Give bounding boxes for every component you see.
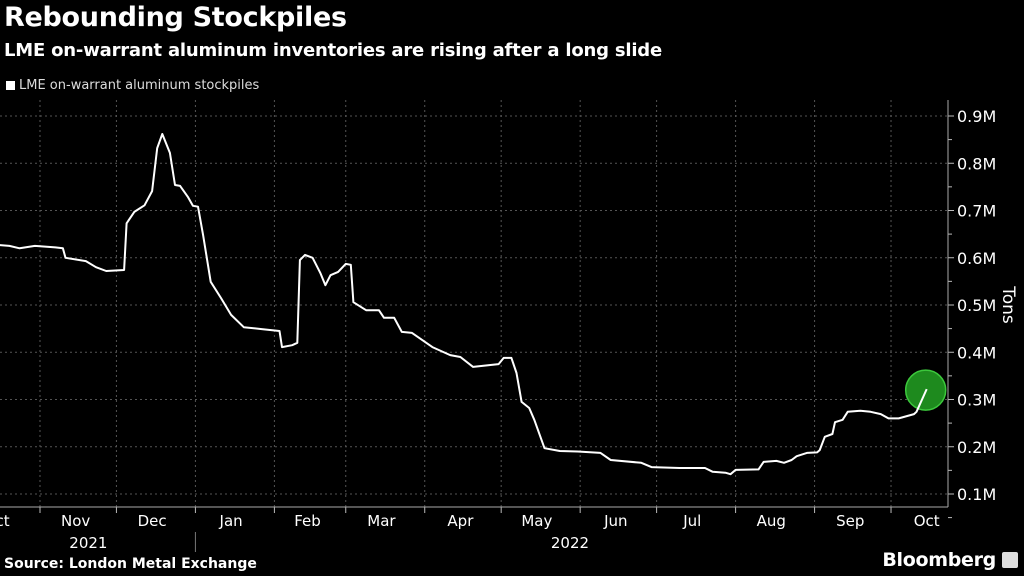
x-tick-label: Oct xyxy=(914,512,940,530)
x-tick-label: Mar xyxy=(367,512,396,530)
x-tick-label: Oct xyxy=(0,512,10,530)
y-tick-label: 0.1M xyxy=(957,485,996,504)
x-tick-label: Feb xyxy=(294,512,321,530)
x-tick-label: Nov xyxy=(61,512,90,530)
y-tick-label: 0.6M xyxy=(957,249,996,268)
x-tick-label: Jan xyxy=(219,512,243,530)
source-note: Source: London Metal Exchange xyxy=(4,556,257,572)
legend-swatch xyxy=(6,81,15,90)
chart-subtitle: LME on-warrant aluminum inventories are … xyxy=(4,40,663,61)
series-line-stockpiles xyxy=(0,133,928,476)
x-tick-label: May xyxy=(521,512,552,530)
y-tick-label: 0.8M xyxy=(957,154,996,173)
x-tick-label: Apr xyxy=(447,512,474,530)
x-year-label: 2021 xyxy=(69,534,107,552)
bloomberg-chart-icon xyxy=(1002,552,1018,568)
y-tick-label: 0.3M xyxy=(957,391,996,410)
bloomberg-logo: Bloomberg xyxy=(882,549,1018,571)
y-tick-label: 0.9M xyxy=(957,107,996,126)
legend: LME on-warrant aluminum stockpiles xyxy=(6,78,259,93)
legend-label: LME on-warrant aluminum stockpiles xyxy=(19,78,260,93)
x-year-label: 2022 xyxy=(551,534,589,552)
x-tick-label: Jul xyxy=(682,512,701,530)
x-tick-label: Sep xyxy=(836,512,864,530)
y-tick-label: 0.5M xyxy=(957,296,996,315)
y-tick-label: 0.4M xyxy=(957,343,996,362)
brand-name: Bloomberg xyxy=(882,549,996,571)
chart-title: Rebounding Stockpiles xyxy=(4,2,347,33)
y-axis-label: Tons xyxy=(998,285,1018,324)
x-tick-label: Dec xyxy=(138,512,167,530)
x-tick-label: Aug xyxy=(757,512,786,530)
y-tick-label: 0.2M xyxy=(957,438,996,457)
y-tick-label: 0.7M xyxy=(957,202,996,221)
x-tick-label: Jun xyxy=(603,512,627,530)
